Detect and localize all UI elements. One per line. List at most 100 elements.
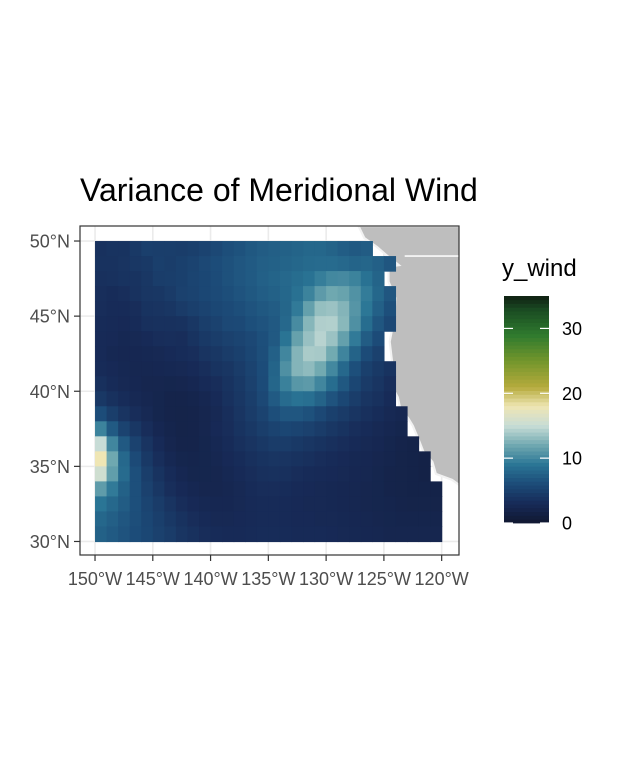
heatmap-cell — [187, 406, 200, 422]
heatmap-cell — [187, 421, 200, 437]
heatmap-cell — [314, 436, 327, 452]
heatmap-cell — [222, 511, 235, 528]
heatmap-cell — [279, 271, 293, 287]
heatmap-cell — [106, 421, 119, 437]
heatmap-cell — [303, 376, 316, 392]
heatmap-cell — [152, 286, 165, 302]
heatmap-cell — [372, 496, 385, 513]
heatmap-cell — [95, 301, 108, 317]
heatmap-cell — [164, 301, 177, 317]
colorbar-label: 20 — [562, 384, 582, 404]
heatmap-cell — [222, 496, 235, 513]
heatmap-cell — [141, 241, 154, 257]
heatmap-cell — [372, 481, 385, 498]
heatmap-cell — [279, 361, 293, 377]
heatmap-cell — [349, 466, 362, 482]
heatmap-cell — [129, 256, 142, 272]
heatmap-cell — [222, 466, 235, 482]
heatmap-cell — [129, 376, 142, 392]
heatmap-cell — [256, 406, 269, 422]
heatmap-cell — [152, 481, 165, 498]
colorbar-band — [504, 299, 549, 304]
heatmap-cell — [360, 511, 373, 528]
x-tick-label: 135°W — [241, 569, 295, 589]
heatmap-cell — [268, 496, 281, 513]
heatmap-cell — [303, 436, 316, 452]
heatmap-cell — [395, 511, 408, 528]
heatmap-cell — [303, 346, 316, 362]
heatmap-cell — [383, 376, 397, 392]
heatmap-cell — [268, 391, 281, 407]
heatmap-cell — [233, 451, 246, 467]
heatmap-cell — [418, 451, 431, 467]
heatmap-cell — [256, 361, 269, 377]
heatmap-cell — [245, 286, 258, 302]
heatmap-cell — [152, 271, 165, 287]
heatmap-cell — [314, 421, 327, 437]
heatmap-cell — [106, 496, 119, 513]
heatmap-cell — [303, 256, 316, 272]
heatmap-cell — [245, 451, 258, 467]
heatmap-cell — [268, 376, 281, 392]
heatmap-cell — [141, 301, 154, 317]
heatmap-cell — [164, 526, 177, 543]
heatmap-cell — [141, 391, 154, 407]
heatmap-cell — [164, 466, 177, 482]
heatmap-cell — [222, 481, 235, 498]
heatmap-cell — [383, 256, 397, 272]
heatmap-cell — [199, 466, 212, 482]
heatmap-cell — [407, 481, 420, 498]
heatmap-cell — [383, 286, 397, 302]
heatmap-cell — [164, 511, 177, 528]
heatmap-cell — [106, 316, 119, 332]
colorbar-band — [504, 394, 549, 399]
heatmap-cell — [372, 436, 385, 452]
heatmap-cell — [291, 331, 304, 347]
heatmap-cell — [268, 451, 281, 467]
heatmap-cell — [175, 361, 189, 377]
heatmap-cell — [95, 241, 108, 257]
heatmap-cell — [256, 421, 269, 437]
heatmap-cell — [141, 346, 154, 362]
heatmap-cell — [303, 406, 316, 422]
heatmap-cell — [106, 391, 119, 407]
heatmap-cell — [326, 286, 339, 302]
heatmap-cell — [245, 376, 258, 392]
heatmap-cell — [118, 526, 131, 543]
colorbar-band — [504, 443, 549, 448]
heatmap-cell — [106, 511, 119, 528]
colorbar-band — [504, 337, 549, 342]
colorbar-band — [504, 488, 549, 494]
heatmap-cell — [210, 331, 223, 347]
chart-title: Variance of Meridional Wind — [80, 172, 478, 208]
heatmap-cell — [118, 391, 131, 407]
heatmap-cell — [164, 256, 177, 272]
heatmap-cell — [129, 466, 142, 482]
heatmap-cell — [256, 481, 269, 498]
heatmap-cell — [372, 286, 385, 302]
colorbar-band — [504, 307, 549, 312]
heatmap-cell — [199, 316, 212, 332]
heatmap-cell — [141, 526, 154, 543]
heatmap-cell — [129, 241, 142, 257]
heatmap-cell — [337, 406, 350, 422]
heatmap-cell — [314, 256, 327, 272]
heatmap-cell — [303, 421, 316, 437]
heatmap-cell — [95, 481, 108, 498]
heatmap-cell — [326, 496, 339, 513]
heatmap-cell — [314, 406, 327, 422]
heatmap-cell — [314, 316, 327, 332]
heatmap-cell — [175, 391, 189, 407]
colorbar-band — [504, 314, 549, 320]
heatmap-cell — [222, 436, 235, 452]
heatmap-cell — [256, 526, 269, 543]
heatmap-cell — [141, 256, 154, 272]
heatmap-cell — [256, 496, 269, 513]
heatmap-cell — [129, 406, 142, 422]
heatmap-cell — [372, 361, 385, 377]
heatmap-cell — [129, 271, 142, 287]
heatmap-cell — [129, 421, 142, 437]
heatmap-cell — [360, 346, 373, 362]
colorbar-band — [504, 477, 549, 482]
heatmap-cell — [303, 286, 316, 302]
